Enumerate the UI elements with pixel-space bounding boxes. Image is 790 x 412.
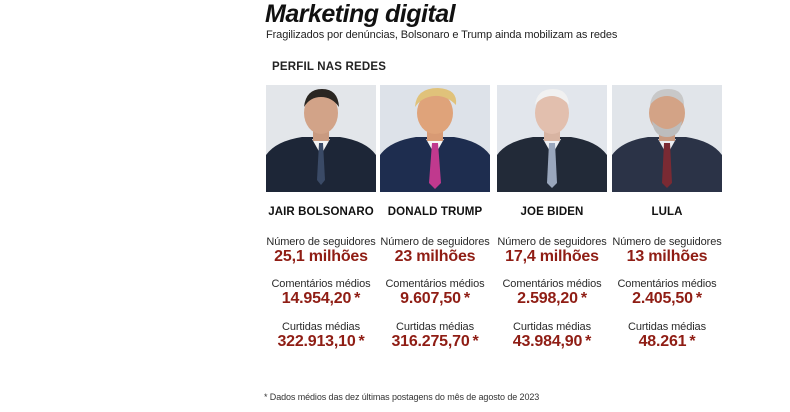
comments-value-row: 9.607,50 * [380,290,490,308]
portrait-photo-lula [612,85,722,192]
comments-value-row: 14.954,20 * [266,290,376,308]
likes-label: Curtidas médias [282,321,360,333]
profile-name: JAIR BOLSONARO [268,206,374,218]
followers-label: Número de seguidores [612,236,722,248]
likes-value: 43.984,90 [512,333,583,350]
comments-label: Comentários médios [502,278,602,290]
likes-value-row: 316.275,70 * [380,333,490,351]
comments-value-row: 2.598,20 * [497,290,607,308]
profile-name: DONALD TRUMP [387,206,483,218]
portrait-photo-biden [497,85,607,192]
asterisk-mark: * [585,333,592,350]
followers-value: 13 milhões [626,248,708,265]
followers-value: 25,1 milhões [274,248,368,265]
profile-card-bolsonaro: JAIR BOLSONARO Número de seguidores 25,1… [266,85,376,351]
followers-value: 23 milhões [394,248,476,265]
asterisk-mark: * [695,290,702,307]
likes-value-row: 43.984,90 * [497,333,607,351]
footnote: * Dados médios das dez últimas postagens… [264,392,540,402]
comments-value-row: 2.405,50 * [612,290,722,308]
asterisk-mark: * [358,333,365,350]
profile-name: LULA [651,206,683,218]
asterisk-mark: * [354,290,361,307]
asterisk-mark: * [463,290,470,307]
section-heading: PERFIL NAS REDES [272,61,387,73]
likes-value: 48.261 [638,333,687,350]
followers-value: 17,4 milhões [505,248,599,265]
comments-value: 2.598,20 [517,290,578,307]
likes-label: Curtidas médias [396,321,474,333]
page-title: Marketing digital [265,0,456,28]
likes-label: Curtidas médias [628,321,706,333]
asterisk-mark: * [472,333,479,350]
comments-value: 2.405,50 [632,290,693,307]
followers-label: Número de seguidores [497,236,607,248]
comments-label: Comentários médios [271,278,371,290]
page-subtitle: Fragilizados por denúncias, Bolsonaro e … [266,29,618,41]
comments-label: Comentários médios [617,278,717,290]
comments-value: 14.954,20 [281,290,352,307]
likes-label: Curtidas médias [513,321,591,333]
profile-card-biden: JOE BIDEN Número de seguidores 17,4 milh… [497,85,607,351]
profile-card-lula: LULA Número de seguidores 13 milhões Com… [612,85,722,351]
asterisk-mark: * [580,290,587,307]
portrait-photo-bolsonaro [266,85,376,192]
comments-value: 9.607,50 [400,290,461,307]
followers-label: Número de seguidores [380,236,490,248]
likes-value-row: 48.261 * [612,333,722,351]
comments-label: Comentários médios [385,278,485,290]
likes-value: 322.913,10 [277,333,356,350]
profile-card-trump: DONALD TRUMP Número de seguidores 23 mil… [380,85,490,351]
profile-name: JOE BIDEN [520,206,584,218]
asterisk-mark: * [689,333,696,350]
portrait-photo-trump [380,85,490,192]
likes-value: 316.275,70 [391,333,470,350]
likes-value-row: 322.913,10 * [266,333,376,351]
followers-label: Número de seguidores [266,236,376,248]
